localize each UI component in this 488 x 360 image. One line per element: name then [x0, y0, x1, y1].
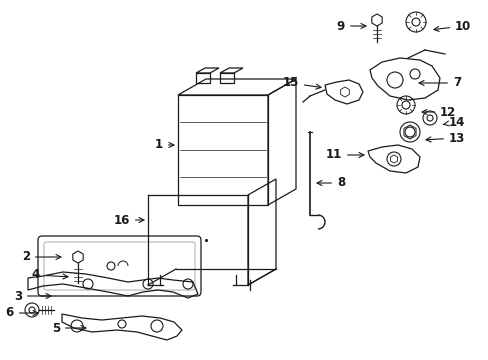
- Text: 11: 11: [325, 148, 363, 162]
- Text: 8: 8: [316, 176, 345, 189]
- Text: 5: 5: [52, 321, 86, 334]
- Text: 9: 9: [336, 19, 365, 32]
- Text: 4: 4: [32, 269, 68, 282]
- Text: 13: 13: [425, 131, 464, 144]
- Text: 6: 6: [6, 306, 38, 320]
- Text: 1: 1: [155, 139, 174, 152]
- Text: 3: 3: [14, 289, 51, 302]
- Text: 12: 12: [421, 105, 455, 118]
- Text: 15: 15: [282, 77, 320, 90]
- Text: 2: 2: [22, 251, 61, 264]
- Text: 14: 14: [443, 116, 465, 129]
- Text: 10: 10: [433, 19, 470, 32]
- Text: 16: 16: [113, 213, 143, 226]
- Text: 7: 7: [418, 77, 460, 90]
